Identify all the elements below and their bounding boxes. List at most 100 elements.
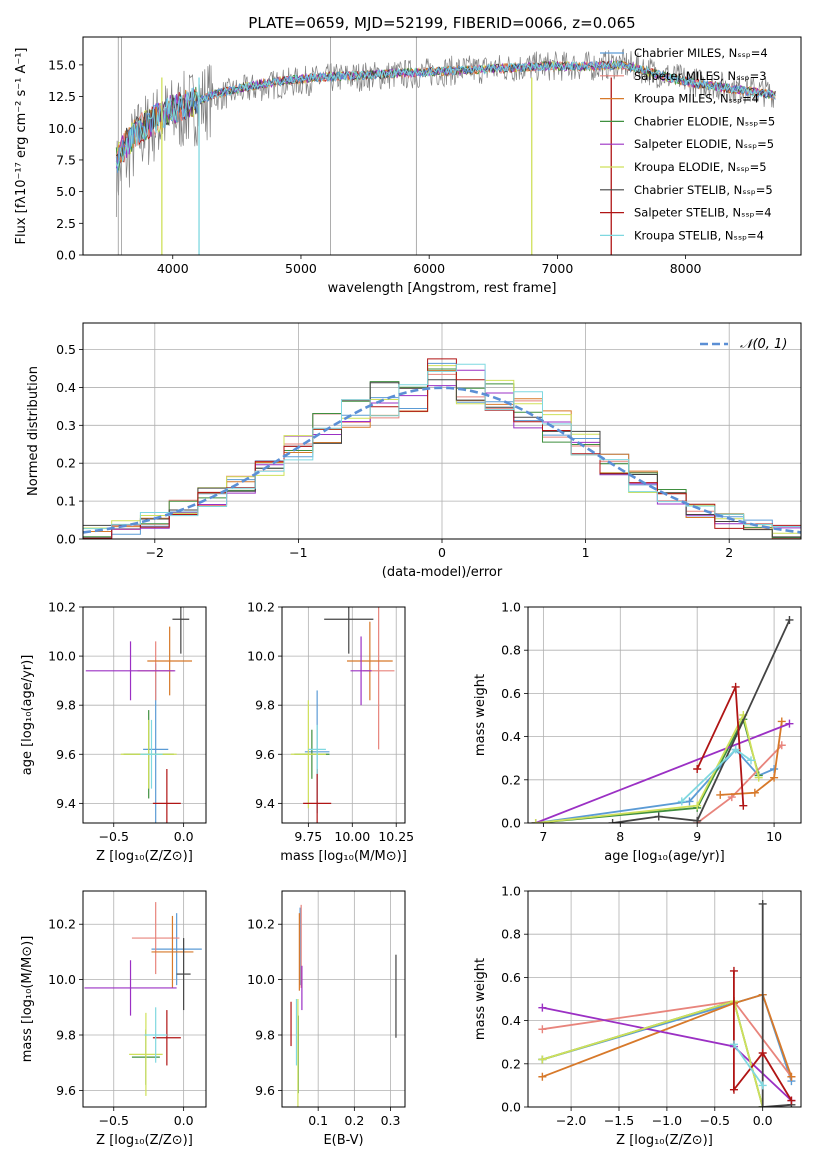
data-point-marker — [538, 1003, 547, 1012]
y-tick-label: 0.8 — [501, 643, 521, 658]
plot-area-residuals — [83, 358, 801, 539]
x-tick-label: 10.25 — [378, 829, 414, 844]
x-tick-label: 0.0 — [174, 829, 194, 844]
data-point-marker — [747, 756, 756, 765]
x-axis-label: mass [log₁₀(M/M⊙)] — [280, 849, 407, 864]
data-point-marker — [729, 1040, 738, 1049]
x-tick-label: 9 — [693, 829, 701, 844]
axes-frame-age-vs-Z — [82, 606, 207, 824]
legend-label: Chabrier MILES, Nₛₛₚ=4 — [634, 46, 768, 60]
axes-age-vs-Z — [79, 606, 206, 827]
x-tick-label: 9.75 — [294, 829, 322, 844]
legend-label: Salpeter MILES, Nₛₛₚ=3 — [634, 69, 767, 83]
x-tick-label: 7 — [539, 829, 547, 844]
x-tick-label: −0.5 — [700, 1113, 730, 1128]
y-tick-label: 9.6 — [56, 747, 76, 762]
y-tick-label: 0.4 — [56, 380, 76, 395]
y-axis-label: Normed distribution — [26, 366, 41, 496]
x-tick-label: 0.2 — [344, 1113, 364, 1128]
y-tick-label: 9.8 — [255, 1028, 275, 1043]
plot-area-age-vs-Z — [85, 607, 193, 823]
y-tick-label: 1.0 — [501, 884, 521, 899]
data-point-marker — [693, 801, 702, 810]
legend-label: Salpeter ELODIE, Nₛₛₚ=5 — [634, 137, 774, 151]
data-point-marker — [770, 773, 779, 782]
y-tick-label: 0.6 — [501, 970, 521, 985]
y-tick-label: 10.0 — [48, 972, 76, 987]
chart-title: PLATE=0659, MJD=52199, FIBERID=0066, z=0… — [248, 14, 635, 32]
x-axis-label: (data-model)/error — [382, 565, 503, 580]
y-tick-label: 0.2 — [501, 1056, 521, 1071]
x-axis-label: Z [log₁₀(Z/Z⊙)] — [616, 1133, 713, 1148]
series-line — [542, 1000, 764, 1107]
series-line-model — [115, 60, 776, 168]
y-tick-label: 10.0 — [247, 972, 275, 987]
data-point-marker — [608, 819, 617, 823]
axes-frame-residuals — [82, 322, 802, 540]
y-tick-label: 0.6 — [501, 686, 521, 701]
data-point-marker — [538, 1055, 547, 1064]
x-tick-label: −1 — [289, 545, 307, 560]
x-tick-label: 7000 — [541, 261, 573, 276]
axes-weight-vs-age — [524, 606, 801, 827]
legend-label: Kroupa MILES, Nₛₛₚ=4 — [634, 92, 759, 106]
y-tick-label: 10.2 — [48, 917, 76, 932]
axes-mass-vs-EBV — [278, 891, 405, 1111]
plot-area-mass-vs-Z — [84, 902, 202, 1096]
x-axis-label: wavelength [Angstrom, rest frame] — [328, 281, 557, 296]
y-tick-label: 0.2 — [501, 772, 521, 787]
series-line — [535, 712, 760, 823]
y-tick-label: 0.8 — [501, 927, 521, 942]
y-tick-label: 0.4 — [501, 1013, 521, 1028]
legend-label: 𝒩(0, 1) — [740, 337, 787, 352]
axes-frame-spectrum — [82, 36, 802, 256]
x-tick-label: 5000 — [285, 261, 317, 276]
y-tick-label: 7.5 — [56, 152, 76, 167]
y-axis-label: age [log₁₀(age/yr)] — [20, 655, 35, 776]
axes-weight-vs-Z — [524, 890, 801, 1111]
plot-area-age-vs-mass — [290, 607, 395, 823]
data-point-marker — [750, 788, 759, 797]
series-line — [542, 993, 793, 1078]
x-tick-label: 8000 — [670, 261, 702, 276]
data-point-marker — [685, 797, 694, 806]
axes-spectrum — [79, 64, 687, 259]
y-tick-label: 9.8 — [255, 698, 275, 713]
axes-frame-mass-vs-Z — [82, 890, 207, 1108]
series-line — [733, 1043, 764, 1086]
histogram-step — [83, 363, 801, 539]
x-tick-label: 0.3 — [381, 1113, 401, 1128]
y-tick-label: 0.4 — [501, 729, 521, 744]
data-point-marker — [729, 1085, 738, 1094]
y-tick-label: 0.0 — [56, 532, 76, 547]
series-line — [696, 686, 745, 806]
x-tick-label: 6000 — [413, 261, 445, 276]
data-point-marker — [729, 966, 738, 975]
y-axis-label: Flux [fλ10⁻¹⁷ erg cm⁻² s⁻¹ A⁻¹] — [14, 48, 29, 245]
y-tick-label: 9.8 — [56, 698, 76, 713]
x-tick-label: 0.0 — [753, 1113, 773, 1128]
plot-area-spectrum — [115, 37, 776, 255]
x-tick-label: −0.5 — [99, 1113, 129, 1128]
axes-frame-weight-vs-Z — [527, 890, 802, 1108]
x-tick-label: 2 — [725, 545, 733, 560]
y-tick-label: 9.6 — [255, 747, 275, 762]
legend-label: Kroupa ELODIE, Nₛₛₚ=5 — [634, 160, 767, 174]
x-tick-label: 1 — [582, 545, 590, 560]
data-point-marker — [731, 682, 740, 691]
x-tick-label: 8 — [616, 829, 624, 844]
data-point-marker — [758, 1103, 767, 1107]
legend-label: Chabrier STELIB, Nₛₛₚ=5 — [634, 183, 773, 197]
y-tick-label: 0.0 — [56, 248, 76, 263]
series-line — [733, 970, 793, 1101]
x-tick-label: −0.5 — [99, 829, 129, 844]
y-tick-label: 2.5 — [56, 216, 76, 231]
data-point-marker — [693, 816, 702, 823]
y-tick-label: 12.5 — [48, 89, 76, 104]
data-point-marker — [654, 812, 663, 821]
series-line — [761, 904, 792, 1107]
x-axis-label: E(B-V) — [323, 1133, 363, 1148]
data-point-marker — [739, 801, 748, 810]
x-tick-label: −2 — [146, 545, 164, 560]
data-point-marker — [787, 1072, 796, 1081]
